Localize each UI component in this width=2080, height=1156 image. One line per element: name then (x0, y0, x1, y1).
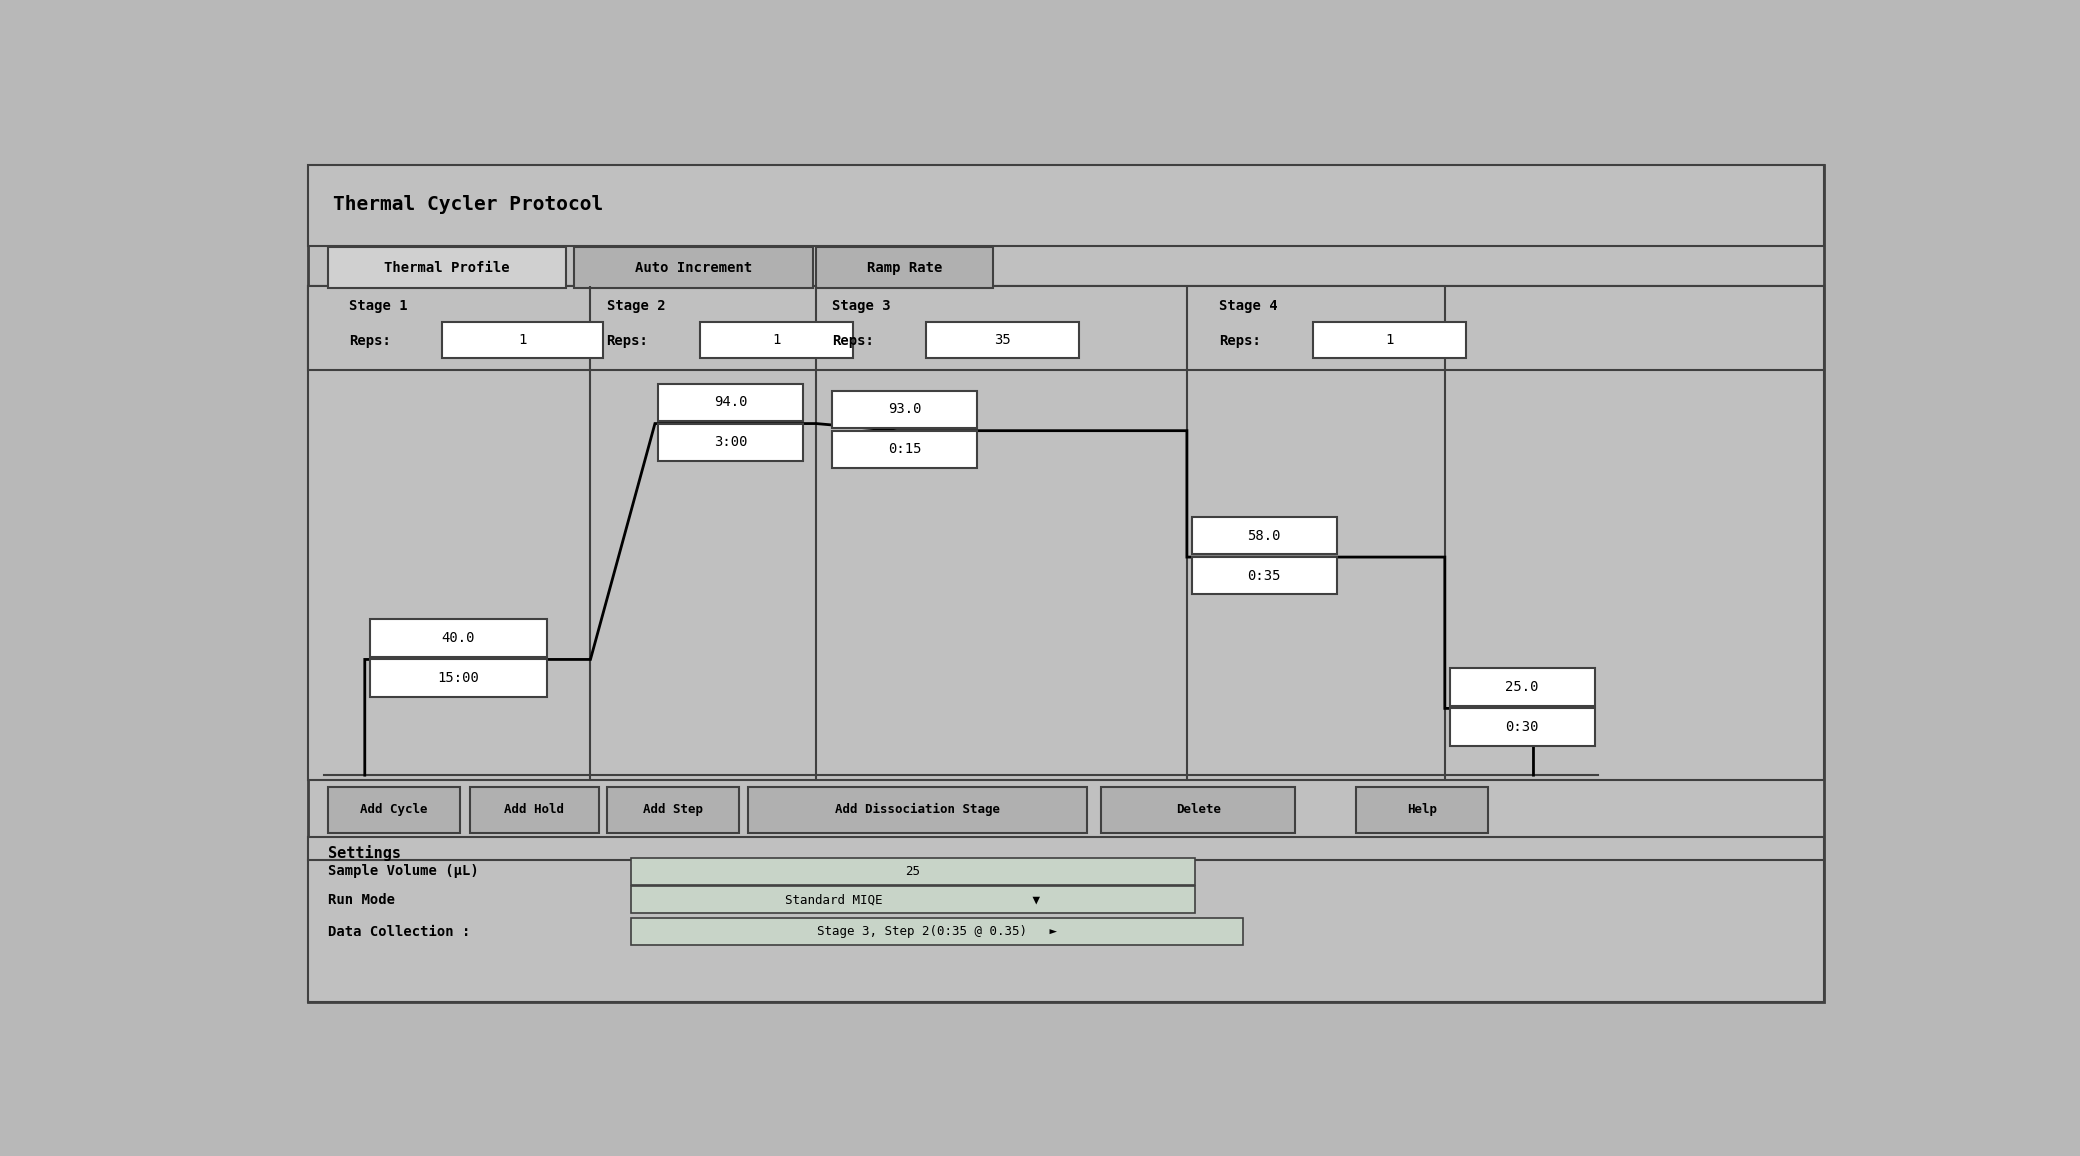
Text: 40.0: 40.0 (441, 631, 474, 645)
Text: Auto Increment: Auto Increment (634, 261, 753, 275)
Text: Reps:: Reps: (607, 334, 649, 348)
Text: Settings: Settings (329, 845, 401, 860)
Text: 0:35: 0:35 (1248, 569, 1281, 583)
Text: 35: 35 (994, 333, 1011, 347)
Text: Thermal Profile: Thermal Profile (385, 261, 510, 275)
Text: Data Collection :: Data Collection : (329, 925, 470, 939)
Text: 93.0: 93.0 (888, 402, 921, 416)
Text: 0:15: 0:15 (888, 443, 921, 457)
FancyBboxPatch shape (657, 384, 803, 421)
FancyBboxPatch shape (1102, 787, 1296, 833)
Text: Reps:: Reps: (1219, 334, 1260, 348)
Text: 0:30: 0:30 (1506, 720, 1539, 734)
FancyBboxPatch shape (1450, 668, 1595, 705)
Text: Stage 1: Stage 1 (349, 299, 408, 313)
FancyBboxPatch shape (308, 837, 1824, 1002)
FancyBboxPatch shape (630, 919, 1244, 946)
FancyBboxPatch shape (701, 323, 853, 357)
Text: Stage 3, Step 2(0:35 @ 0.35)   ►: Stage 3, Step 2(0:35 @ 0.35) ► (817, 925, 1057, 939)
FancyBboxPatch shape (832, 391, 978, 428)
Text: Ramp Rate: Ramp Rate (867, 261, 942, 275)
Text: Help: Help (1408, 803, 1437, 816)
FancyBboxPatch shape (815, 247, 994, 288)
Text: 25.0: 25.0 (1506, 680, 1539, 694)
FancyBboxPatch shape (1450, 709, 1595, 746)
Text: Run Mode: Run Mode (329, 892, 395, 906)
FancyBboxPatch shape (749, 787, 1088, 833)
FancyBboxPatch shape (370, 659, 547, 697)
Text: 1: 1 (772, 333, 780, 347)
FancyBboxPatch shape (630, 887, 1194, 913)
FancyBboxPatch shape (329, 247, 566, 288)
FancyBboxPatch shape (308, 286, 1824, 779)
Text: 58.0: 58.0 (1248, 528, 1281, 542)
Text: 1: 1 (518, 333, 526, 347)
Text: Add Step: Add Step (643, 803, 703, 816)
Text: Reps:: Reps: (832, 334, 874, 348)
FancyBboxPatch shape (832, 431, 978, 468)
Text: Stage 2: Stage 2 (607, 299, 666, 313)
Text: Sample Volume (μL): Sample Volume (μL) (329, 865, 478, 879)
Text: Thermal Cycler Protocol: Thermal Cycler Protocol (333, 195, 603, 214)
Text: Add Cycle: Add Cycle (360, 803, 428, 816)
Text: Stage 3: Stage 3 (832, 299, 890, 313)
Text: 3:00: 3:00 (713, 436, 747, 450)
Text: 25: 25 (905, 865, 919, 877)
FancyBboxPatch shape (574, 247, 813, 288)
FancyBboxPatch shape (370, 620, 547, 657)
Text: Standard MIQE                    ▼: Standard MIQE ▼ (786, 894, 1040, 906)
FancyBboxPatch shape (1312, 323, 1466, 357)
FancyBboxPatch shape (329, 787, 460, 833)
Text: Delete: Delete (1175, 803, 1221, 816)
Text: 94.0: 94.0 (713, 395, 747, 409)
FancyBboxPatch shape (1192, 517, 1337, 555)
FancyBboxPatch shape (1356, 787, 1489, 833)
FancyBboxPatch shape (607, 787, 738, 833)
FancyBboxPatch shape (308, 165, 1824, 1002)
Text: Stage 4: Stage 4 (1219, 299, 1277, 313)
FancyBboxPatch shape (308, 165, 1824, 245)
FancyBboxPatch shape (308, 287, 1824, 370)
Text: Add Dissociation Stage: Add Dissociation Stage (836, 803, 1000, 816)
FancyBboxPatch shape (443, 323, 603, 357)
Text: 1: 1 (1385, 333, 1394, 347)
FancyBboxPatch shape (470, 787, 599, 833)
FancyBboxPatch shape (1192, 557, 1337, 594)
FancyBboxPatch shape (657, 423, 803, 461)
FancyBboxPatch shape (630, 858, 1194, 884)
Text: 15:00: 15:00 (437, 672, 478, 686)
Text: Reps:: Reps: (349, 334, 391, 348)
Text: Add Hold: Add Hold (503, 803, 564, 816)
FancyBboxPatch shape (926, 323, 1080, 357)
